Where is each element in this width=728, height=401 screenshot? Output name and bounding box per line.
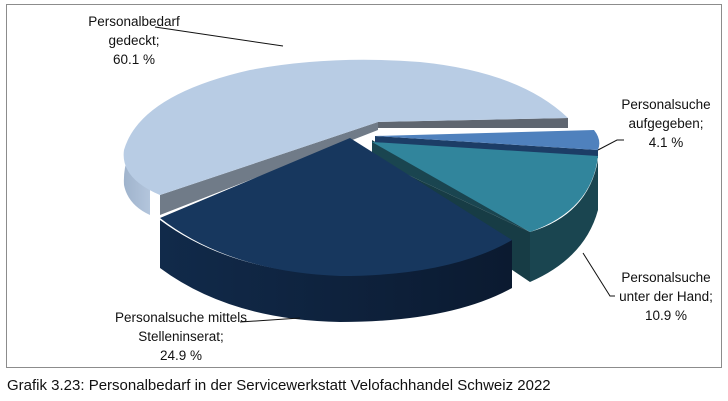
label-aufgegeben-line1: Personalsuche — [621, 97, 711, 112]
slice-personalbedarf-gedeckt — [123, 59, 569, 215]
slice-personalsuche-aufgegeben — [375, 130, 600, 158]
slice-personalsuche-mittels-stelleninserat — [160, 138, 512, 322]
label-aufgegeben: Personalsuche aufgegeben; 4.1 % — [612, 95, 720, 152]
label-stelleninserat: Personalsuche mittels Stelleninserat; 24… — [96, 308, 266, 365]
label-gedeckt-value: 60.1 % — [112, 52, 156, 67]
leader-lines — [154, 26, 624, 323]
label-unter-der-hand: Personalsuche unter der Hand; 10.9 % — [610, 268, 722, 325]
label-hand-line1: Personalsuche — [621, 270, 711, 285]
label-aufgegeben-line2: aufgegeben; — [628, 116, 704, 131]
label-inserat-value: 24.9 % — [159, 348, 203, 363]
label-gedeckt: Personalbedarf gedeckt; 60.1 % — [68, 12, 200, 69]
label-hand-value: 10.9 % — [644, 308, 688, 323]
label-inserat-line1: Personalsuche mittels — [114, 310, 248, 325]
figure-caption: Grafik 3.23: Personalbedarf in der Servi… — [7, 377, 551, 394]
label-gedeckt-line1: Personalbedarf — [88, 14, 180, 29]
label-aufgegeben-value: 4.1 % — [648, 135, 684, 150]
label-inserat-line2: Stelleninserat; — [138, 329, 224, 344]
label-gedeckt-line2: gedeckt; — [108, 33, 160, 48]
label-hand-line2: unter der Hand; — [619, 289, 713, 304]
